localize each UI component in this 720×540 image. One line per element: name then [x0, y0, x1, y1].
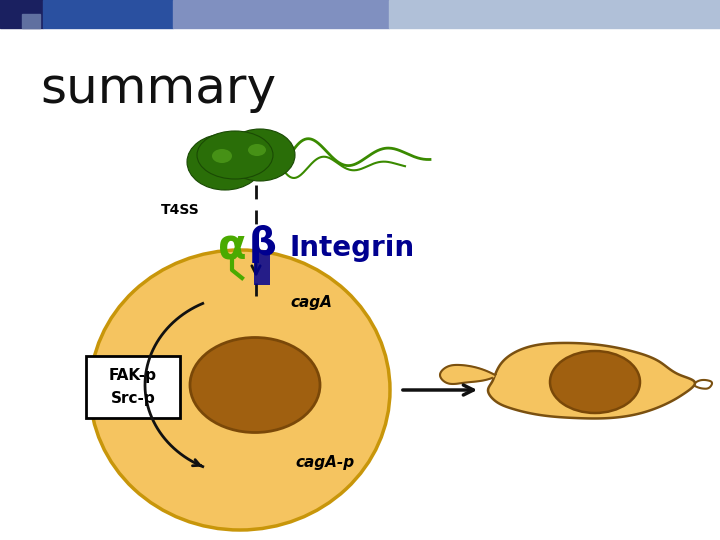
Polygon shape [440, 365, 495, 384]
Ellipse shape [212, 149, 232, 163]
Ellipse shape [225, 129, 295, 181]
Ellipse shape [248, 144, 266, 156]
Bar [389, 0, 720, 28]
Bar [173, 0, 389, 28]
Bar [0, 0, 43, 28]
Text: summary: summary [40, 65, 276, 113]
Ellipse shape [187, 134, 263, 190]
Text: Integrin: Integrin [290, 234, 415, 262]
Text: cagA: cagA [290, 294, 332, 309]
FancyBboxPatch shape [86, 356, 180, 418]
Text: cagA-p: cagA-p [295, 455, 354, 469]
Text: β: β [249, 225, 277, 263]
Ellipse shape [190, 338, 320, 433]
Bar [43, 0, 173, 28]
Ellipse shape [90, 250, 390, 530]
Bar [254, 250, 270, 285]
Text: T4SS: T4SS [161, 203, 200, 217]
Text: α: α [217, 227, 246, 269]
Bar [0, 0, 22, 14]
Ellipse shape [197, 131, 273, 179]
Bar [22, 14, 40, 28]
Text: FAK-p
Src-p: FAK-p Src-p [109, 368, 157, 406]
Polygon shape [488, 343, 695, 418]
Ellipse shape [550, 351, 640, 413]
